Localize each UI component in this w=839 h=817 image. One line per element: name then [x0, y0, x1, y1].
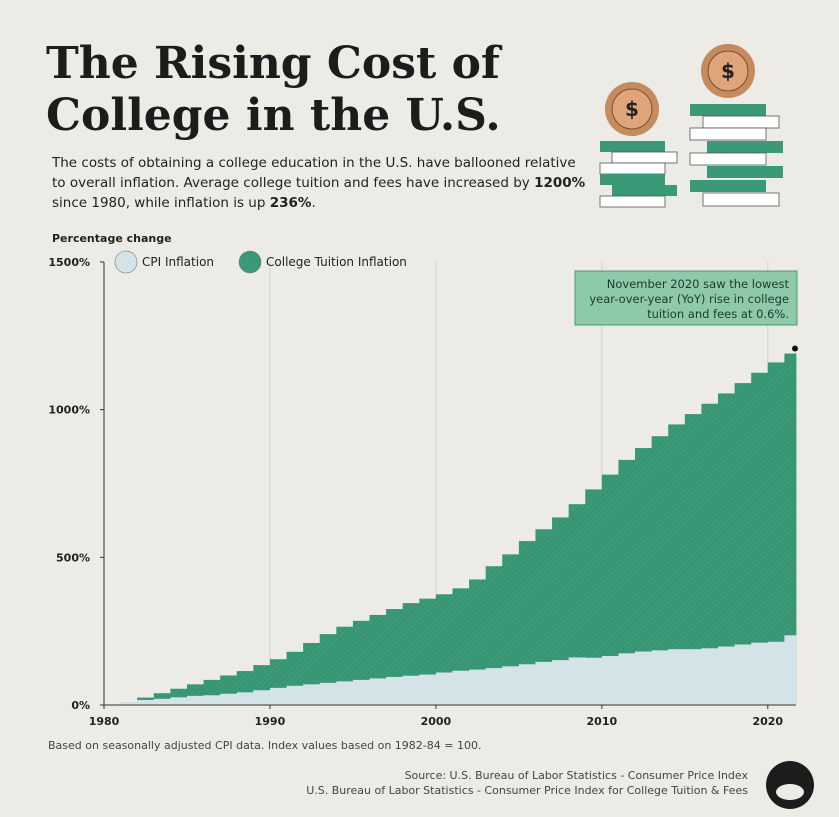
- step-bar: [651, 650, 669, 705]
- annotation-text: tuition and fees at 0.6%.: [647, 307, 789, 321]
- step-bar: [535, 661, 553, 705]
- hatch: [701, 403, 719, 705]
- step-bar: [668, 649, 686, 705]
- source: Source: U.S. Bureau of Labor Statistics …: [405, 769, 749, 782]
- step-bar: [435, 672, 453, 705]
- hatch: [535, 529, 553, 705]
- hatch: [552, 517, 570, 705]
- step-bar: [170, 697, 188, 705]
- title: The Rising Cost of: [46, 38, 503, 89]
- step-bar: [718, 646, 735, 705]
- legend-swatch: [238, 250, 262, 274]
- step-bar: [120, 702, 138, 705]
- svg-text:$: $: [721, 59, 735, 83]
- step-bar: [734, 644, 752, 705]
- legend-swatch: [114, 250, 138, 274]
- legend-label: CPI Inflation: [142, 255, 214, 269]
- x-tick-label: 1980: [89, 715, 120, 728]
- step-bar: [767, 641, 785, 705]
- subtitle-segment: to overall inflation. Average college tu…: [52, 175, 534, 191]
- step-bar: [552, 660, 570, 705]
- title: College in the U.S.: [46, 90, 501, 141]
- annotation-box: [574, 270, 798, 326]
- step-bar: [402, 675, 420, 705]
- step-bar: [352, 679, 370, 705]
- step-bar: [220, 693, 238, 705]
- step-bar: [386, 676, 404, 705]
- step-bar: [635, 651, 653, 705]
- x-tick-label: 2010: [587, 715, 618, 728]
- step-bar: [585, 657, 603, 705]
- hatch: [651, 436, 669, 705]
- annotation-point: [792, 345, 798, 352]
- step-bar: [286, 685, 304, 705]
- hatch: [767, 362, 785, 705]
- hatch: [601, 474, 619, 705]
- hatch: [718, 393, 735, 705]
- step-bar: [452, 670, 470, 705]
- hatch: [751, 372, 769, 705]
- step-bar: [303, 684, 321, 705]
- hatch: [635, 448, 653, 705]
- subtitle-segment: 236%: [270, 195, 312, 211]
- step-bar: [153, 698, 171, 705]
- step-bar: [137, 699, 155, 705]
- step-bar: [203, 695, 221, 705]
- step-bar: [236, 692, 254, 705]
- legend-label: College Tuition Inflation: [266, 255, 407, 269]
- step-bar: [502, 666, 520, 705]
- step-bar: [601, 655, 619, 705]
- hatch: [585, 489, 603, 705]
- step-bar: [319, 682, 337, 705]
- illustration: $ $: [599, 44, 783, 208]
- step-bar: [751, 642, 769, 705]
- subtitle: since 1980, while inflation is up 236%.: [52, 195, 316, 211]
- subtitle: The costs of obtaining a college educati…: [51, 155, 576, 171]
- subtitle-segment: The costs of obtaining a college educati…: [51, 155, 576, 171]
- hatch: [668, 424, 686, 705]
- hatch: [618, 459, 636, 705]
- hatch: [518, 541, 536, 705]
- x-tick-label: 2000: [421, 715, 452, 728]
- footnote: Based on seasonally adjusted CPI data. I…: [48, 739, 481, 752]
- y-tick-label: 1500%: [48, 256, 90, 269]
- subtitle-segment: .: [311, 195, 315, 211]
- step-bar: [518, 664, 536, 705]
- hatch: [568, 504, 586, 705]
- hatch: [784, 353, 797, 705]
- hatch: [684, 414, 702, 705]
- step-bar: [701, 648, 719, 705]
- x-tick-label: 1990: [255, 715, 286, 728]
- step-bar: [568, 657, 586, 705]
- step-bar: [469, 669, 487, 705]
- hatch: [734, 383, 752, 705]
- svg-text:$: $: [625, 97, 639, 121]
- subtitle-segment: since 1980, while inflation is up: [52, 195, 270, 211]
- step-bar: [684, 649, 702, 705]
- subtitle: to overall inflation. Average college tu…: [52, 175, 586, 191]
- annotation-text: November 2020 saw the lowest: [607, 277, 790, 291]
- step-bar: [485, 668, 503, 705]
- y-tick-label: 0%: [71, 699, 90, 712]
- step-bar: [369, 678, 387, 705]
- source: U.S. Bureau of Labor Statistics - Consum…: [306, 784, 748, 797]
- step-bar: [269, 687, 287, 705]
- step-bar: [618, 653, 636, 705]
- step-bar: [784, 635, 797, 705]
- step-bar: [336, 681, 354, 705]
- y-tick-label: 1000%: [48, 404, 90, 417]
- x-tick-label: 2020: [752, 715, 783, 728]
- y-tick-label: 500%: [56, 551, 90, 564]
- step-bar: [253, 690, 271, 705]
- logo: [766, 761, 814, 809]
- annotation-text: year-over-year (YoY) rise in college: [589, 292, 789, 306]
- step-bar: [186, 695, 204, 705]
- y-axis-label: Percentage change: [52, 232, 172, 245]
- step-bar: [419, 674, 437, 705]
- subtitle-segment: 1200%: [534, 175, 586, 191]
